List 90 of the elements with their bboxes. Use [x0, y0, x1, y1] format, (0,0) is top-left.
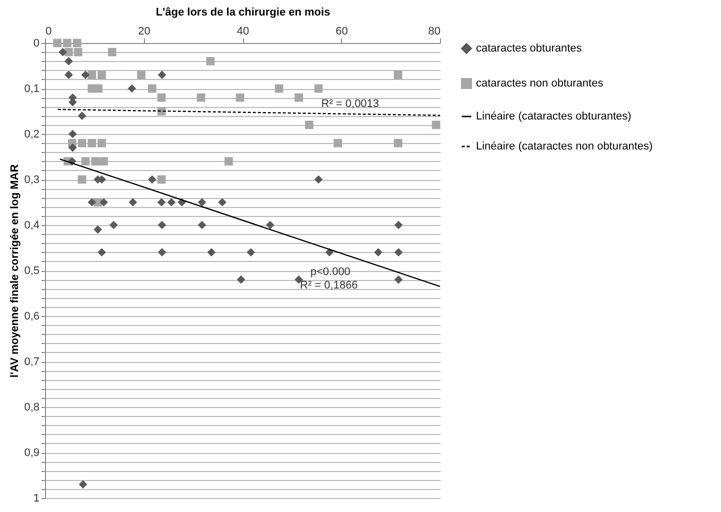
point: [128, 198, 138, 206]
legend-label: cataractes obturantes: [476, 42, 582, 54]
point: [98, 248, 106, 256]
point: [78, 480, 88, 489]
point: [266, 220, 274, 230]
y-tick-label: 0,6: [24, 310, 40, 322]
y-tick-label: 0,5: [24, 265, 40, 277]
y-tick-label: 1: [33, 492, 40, 504]
point: [158, 70, 166, 80]
point: [334, 138, 342, 148]
point: [72, 38, 82, 48]
point: [91, 157, 100, 166]
point: [88, 138, 96, 148]
point: [196, 93, 206, 102]
point: [128, 84, 136, 93]
legend-label: Linéaire (cataractes obturantes): [476, 110, 632, 122]
point: [274, 84, 284, 93]
y-tick-label: 0: [33, 38, 40, 50]
point: [158, 248, 166, 256]
y-tick-label: 0,1: [24, 83, 40, 95]
legend-label: cataractes non obturantes: [476, 78, 604, 90]
point: [64, 57, 73, 66]
point: [394, 248, 403, 256]
point: [78, 112, 86, 120]
point: [94, 225, 102, 234]
point: [148, 175, 156, 184]
point: [157, 198, 166, 206]
point: [100, 198, 108, 206]
point: [157, 175, 166, 184]
point: [78, 138, 86, 148]
point: [78, 175, 86, 184]
point: [198, 198, 206, 206]
point: [98, 138, 106, 148]
point: [63, 38, 72, 48]
point: [374, 248, 382, 256]
point: [218, 198, 226, 206]
point: [394, 275, 403, 284]
x-tick-label: 0: [46, 26, 52, 38]
y-tick-label: 0,2: [24, 128, 40, 140]
point: [236, 275, 246, 284]
point: [88, 70, 96, 80]
x-tick-label: 60: [336, 26, 348, 38]
point: [224, 157, 233, 166]
y-tick-label: 0,3: [24, 174, 40, 186]
point: [64, 48, 73, 56]
point: [246, 248, 256, 256]
point: [81, 157, 90, 166]
x-tick-label: 40: [236, 26, 250, 38]
annotation: R² = 0,1866: [300, 280, 358, 292]
y-tick-label: 0,9: [24, 447, 40, 459]
point: [314, 175, 323, 184]
point: [88, 198, 96, 206]
annotation: p<0.000: [310, 266, 350, 278]
x-tick-label: 20: [138, 26, 150, 38]
point: [68, 143, 77, 152]
annotation: R² = 0,0013: [321, 98, 380, 110]
y-tick-label: 0,7: [24, 356, 40, 368]
point: [109, 220, 118, 230]
y-axis-title: l'AV moyenne finale corrigée en log MAR: [9, 164, 22, 378]
point: [157, 93, 166, 102]
legend-label: Linéaire (cataractes non obturantes): [476, 140, 653, 152]
point: [98, 70, 106, 80]
point: [108, 48, 116, 56]
point: [137, 70, 146, 80]
x-tick-label: 80: [428, 26, 440, 38]
point: [94, 84, 103, 93]
point: [206, 57, 215, 66]
point: [148, 84, 156, 93]
point: [236, 93, 244, 102]
point: [53, 38, 62, 48]
point: [294, 93, 303, 102]
y-tick-label: 0,4: [24, 220, 40, 232]
point: [64, 70, 73, 80]
point: [158, 220, 166, 230]
point: [100, 157, 108, 166]
point: [167, 198, 176, 206]
point: [68, 130, 77, 138]
y-tick-label: 0,8: [24, 402, 40, 414]
point: [304, 120, 314, 130]
point: [394, 70, 402, 80]
point: [74, 48, 82, 56]
point: [394, 138, 402, 148]
point: [198, 220, 206, 230]
point: [314, 84, 323, 93]
point: [58, 48, 67, 56]
point: [207, 248, 216, 256]
point: [394, 220, 403, 230]
point: [81, 70, 90, 80]
x-axis-title: L'âge lors de la chirurgie en mois: [156, 6, 330, 18]
point: [432, 120, 440, 130]
